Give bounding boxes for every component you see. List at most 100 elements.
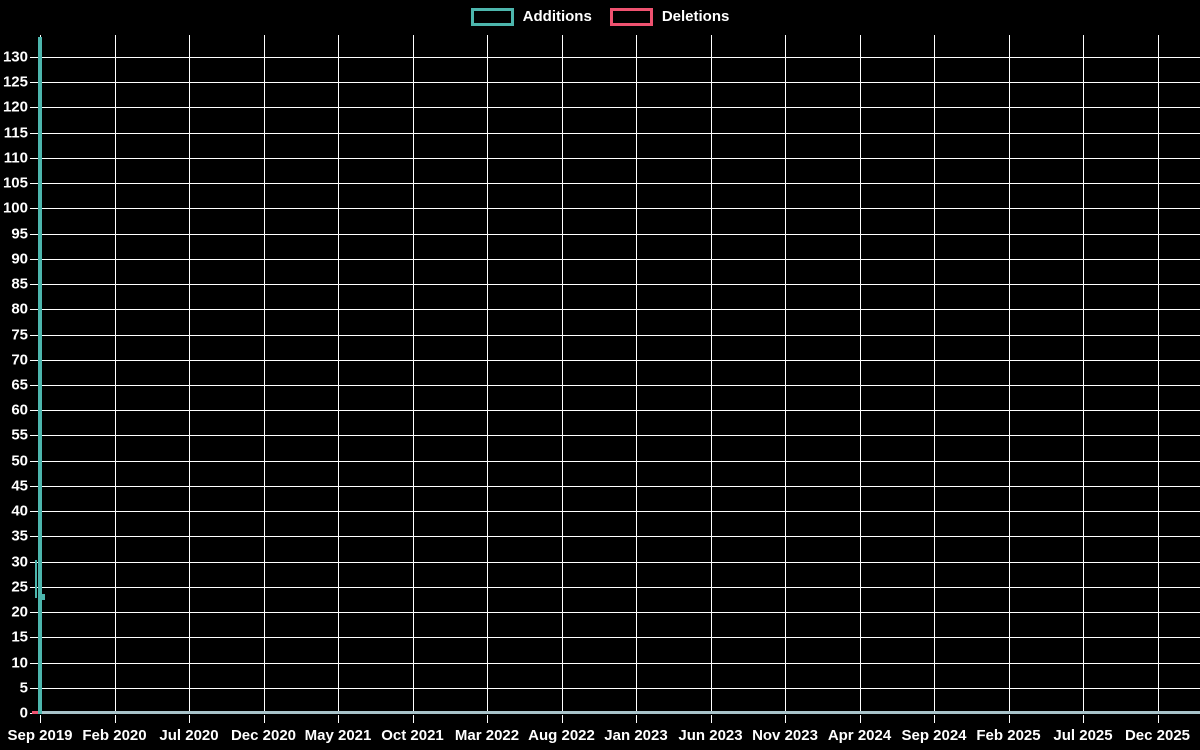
- gridline-horizontal: [40, 158, 1200, 159]
- x-axis-tick: [785, 715, 786, 723]
- x-axis-tick-label: Jul 2020: [159, 727, 219, 744]
- y-axis-tick: [30, 284, 39, 285]
- x-axis-tick: [487, 715, 488, 723]
- y-axis-tick-label: 0: [19, 704, 28, 722]
- gridline-horizontal: [40, 461, 1200, 462]
- gridline-horizontal: [40, 511, 1200, 512]
- y-axis-tick: [30, 536, 39, 537]
- deletions-legend-label: Deletions: [661, 8, 730, 25]
- additions-swatch-icon: [470, 8, 514, 26]
- y-axis-tick: [30, 410, 39, 411]
- x-axis-tick: [1158, 715, 1159, 723]
- y-axis-tick-label: 50: [11, 452, 28, 470]
- x-axis-tick: [40, 715, 41, 723]
- gridline-horizontal: [40, 486, 1200, 487]
- y-axis-tick-label: 40: [11, 502, 28, 520]
- y-axis-tick-label: 80: [11, 300, 28, 318]
- gridline-horizontal: [40, 234, 1200, 235]
- x-axis-tick-label: Jul 2025: [1053, 727, 1113, 744]
- y-axis-tick-label: 100: [2, 199, 28, 217]
- y-axis-tick-label: 55: [11, 426, 28, 444]
- y-axis-tick: [30, 57, 39, 58]
- legend-item-additions[interactable]: Additions: [470, 7, 592, 27]
- x-axis-tick: [934, 715, 935, 723]
- y-axis-tick-label: 105: [2, 174, 28, 192]
- gridline-horizontal: [40, 183, 1200, 184]
- x-axis-tick: [562, 715, 563, 723]
- y-axis-tick-label: 120: [2, 98, 28, 116]
- y-axis-tick-label: 65: [11, 376, 28, 394]
- y-axis-tick: [30, 435, 39, 436]
- y-axis-tick: [30, 688, 39, 689]
- additions-step-notch: [42, 594, 45, 600]
- gridline-horizontal: [40, 637, 1200, 638]
- gridline-horizontal: [40, 562, 1200, 563]
- x-axis-tick: [264, 715, 265, 723]
- gridline-horizontal: [40, 663, 1200, 664]
- gridline-vertical: [487, 35, 488, 713]
- gridline-horizontal: [40, 57, 1200, 58]
- y-axis-tick-label: 90: [11, 250, 28, 268]
- x-axis-tick: [711, 715, 712, 723]
- gridline-vertical: [189, 35, 190, 713]
- x-axis-tick-label: Feb 2025: [976, 727, 1041, 744]
- gridline-vertical: [934, 35, 935, 713]
- gridline-vertical: [115, 35, 116, 713]
- y-axis-tick: [30, 183, 39, 184]
- y-axis-tick: [30, 385, 39, 386]
- x-axis-tick-label: May 2021: [304, 727, 372, 744]
- y-axis-tick-label: 35: [11, 527, 28, 545]
- x-axis-tick-label: Aug 2022: [528, 727, 595, 744]
- x-axis-tick-label: Sep 2024: [901, 727, 967, 744]
- y-axis-tick: [30, 562, 39, 563]
- x-axis-tick-label: Dec 2025: [1124, 727, 1191, 744]
- gridline-horizontal: [40, 360, 1200, 361]
- y-axis-tick-label: 110: [3, 149, 28, 167]
- y-axis-tick: [30, 486, 39, 487]
- y-axis-tick: [30, 360, 39, 361]
- gridline-horizontal: [40, 612, 1200, 613]
- x-axis-tick: [338, 715, 339, 723]
- y-axis-tick: [30, 511, 39, 512]
- y-axis-tick: [30, 133, 39, 134]
- y-axis-tick: [30, 259, 39, 260]
- x-axis-tick-label: Jun 2023: [678, 727, 743, 744]
- gridline-vertical: [264, 35, 265, 713]
- x-axis-tick-label: Oct 2021: [381, 727, 444, 744]
- deletions-swatch-icon: [609, 8, 653, 26]
- gridline-horizontal: [40, 335, 1200, 336]
- y-axis-tick-label: 30: [11, 553, 28, 571]
- gridline-horizontal: [40, 309, 1200, 310]
- gridline-horizontal: [40, 107, 1200, 108]
- gridline-vertical: [413, 35, 414, 713]
- gridline-horizontal: [40, 587, 1200, 588]
- x-axis-tick: [413, 715, 414, 723]
- x-axis-tick-label: Dec 2020: [230, 727, 297, 744]
- gridline-horizontal: [40, 259, 1200, 260]
- x-axis-tick-label: Feb 2020: [82, 727, 147, 744]
- x-axis-tick-label: Jan 2023: [604, 727, 668, 744]
- y-axis-tick: [30, 587, 39, 588]
- y-axis-tick-label: 20: [11, 603, 28, 621]
- x-axis-tick: [860, 715, 861, 723]
- y-axis-tick: [30, 637, 39, 638]
- y-axis-tick: [30, 208, 39, 209]
- x-axis-tick: [115, 715, 116, 723]
- gridline-horizontal: [40, 536, 1200, 537]
- y-axis-tick-label: 75: [11, 326, 28, 344]
- y-axis-tick-label: 130: [2, 48, 28, 66]
- x-axis-tick-label: Sep 2019: [7, 727, 73, 744]
- chart-legend: Additions Deletions: [0, 7, 1200, 27]
- y-axis-tick-label: 115: [3, 124, 28, 142]
- gridline-horizontal: [40, 385, 1200, 386]
- legend-item-deletions[interactable]: Deletions: [609, 7, 730, 27]
- gridline-horizontal: [40, 435, 1200, 436]
- y-axis-tick: [30, 663, 39, 664]
- gridline-vertical: [1009, 35, 1010, 713]
- gridline-vertical: [636, 35, 637, 713]
- gridline-vertical: [1158, 35, 1159, 713]
- gridline-horizontal: [40, 284, 1200, 285]
- gridline-horizontal: [40, 133, 1200, 134]
- additions-legend-label: Additions: [522, 8, 592, 25]
